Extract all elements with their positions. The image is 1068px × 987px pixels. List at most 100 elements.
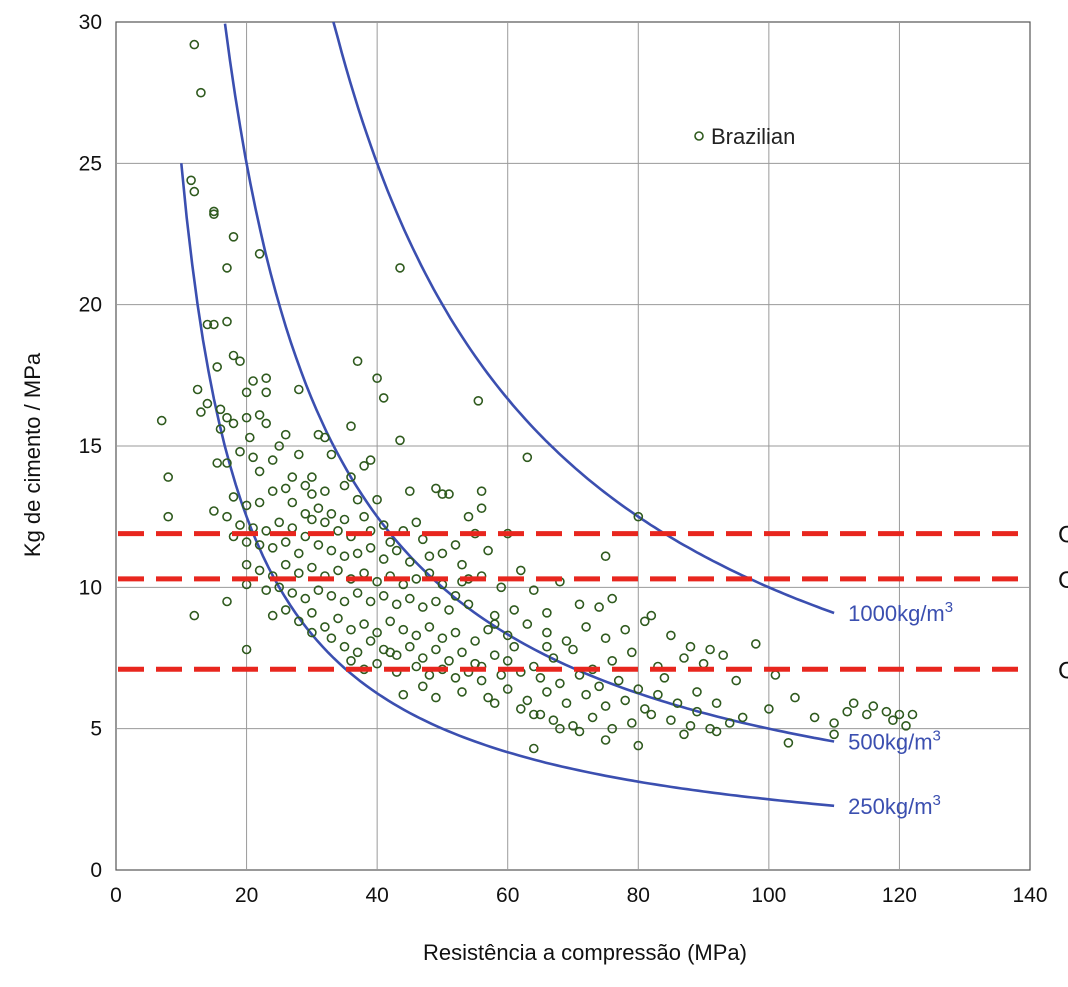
scatter-point bbox=[561, 636, 572, 646]
scatter-point bbox=[431, 483, 441, 494]
scatter-point bbox=[463, 599, 474, 610]
scatter-point bbox=[307, 514, 317, 525]
scatter-point bbox=[352, 494, 363, 505]
scatter-point bbox=[581, 689, 591, 700]
scatter-point bbox=[842, 706, 853, 717]
scatter-point bbox=[613, 675, 624, 686]
scatter-point bbox=[385, 616, 396, 627]
scatter-point bbox=[215, 404, 226, 415]
scatter-point bbox=[398, 689, 409, 700]
scatter-point bbox=[542, 687, 552, 697]
scatter-point bbox=[378, 590, 389, 601]
scatter-point bbox=[528, 743, 539, 754]
scatter-point bbox=[783, 737, 794, 748]
scatter-point bbox=[581, 622, 591, 632]
scatter-point bbox=[280, 483, 291, 494]
scatter-point bbox=[359, 619, 369, 629]
scatter-point bbox=[463, 511, 474, 522]
scatter-point bbox=[313, 585, 324, 596]
scatter-point bbox=[750, 639, 761, 649]
scatter-point bbox=[444, 655, 454, 666]
scatter-point bbox=[600, 633, 611, 644]
scatter-point bbox=[313, 540, 324, 550]
scatter-point bbox=[300, 480, 311, 491]
scatter-point bbox=[326, 449, 337, 460]
scatter-point bbox=[300, 508, 311, 519]
scatter-point bbox=[685, 641, 696, 652]
scatter-point bbox=[385, 537, 396, 547]
curve-label-superscript: 3 bbox=[945, 599, 953, 616]
scatter-point bbox=[346, 472, 356, 482]
scatter-point bbox=[411, 630, 422, 641]
scatter-point bbox=[241, 559, 252, 570]
scatter-point bbox=[600, 701, 611, 711]
scatter-point bbox=[437, 633, 448, 644]
scatter-point bbox=[476, 503, 487, 514]
scatter-point bbox=[163, 511, 173, 522]
scatter-point bbox=[261, 585, 272, 596]
scatter-point bbox=[535, 709, 546, 720]
scatter-point bbox=[417, 602, 428, 612]
x-tick-label: 100 bbox=[751, 884, 786, 907]
y-tick-label: 0 bbox=[90, 859, 102, 882]
scatter-point bbox=[522, 452, 533, 463]
scatter-point bbox=[907, 709, 918, 720]
x-tick-label: 40 bbox=[365, 884, 388, 907]
scatter-point bbox=[574, 599, 585, 610]
scatter-point bbox=[222, 458, 232, 468]
scatter-point bbox=[267, 455, 278, 465]
scatter-point bbox=[626, 718, 637, 728]
scatter-point bbox=[274, 441, 285, 451]
scatter-point bbox=[764, 704, 774, 714]
scatter-point bbox=[666, 715, 676, 726]
scatter-point bbox=[280, 537, 291, 547]
x-tick-label: 60 bbox=[496, 884, 519, 907]
scatter-point bbox=[333, 613, 343, 624]
scatter-point bbox=[320, 517, 330, 528]
scatter-point bbox=[607, 655, 618, 666]
scatter-point bbox=[888, 715, 898, 726]
scatter-point bbox=[267, 610, 278, 621]
scatter-point bbox=[515, 704, 526, 714]
scatter-point bbox=[222, 263, 232, 273]
legend: Brazilian bbox=[694, 124, 795, 149]
scatter-point bbox=[411, 661, 422, 672]
curves: 1000kg/m3 500kg/m3 250kg/m3 bbox=[180, 21, 953, 819]
scatter-point bbox=[705, 644, 715, 655]
scatter-point bbox=[809, 712, 820, 723]
scatter-point bbox=[437, 489, 448, 499]
scatter-point bbox=[620, 624, 631, 635]
scatter-point bbox=[267, 542, 278, 553]
scatter-point bbox=[254, 249, 265, 259]
scatter-point bbox=[326, 633, 337, 644]
scatter-point bbox=[339, 480, 350, 491]
scatter-point bbox=[307, 489, 317, 499]
curve-label-250: 250kg/m3 bbox=[848, 792, 941, 819]
scatter-point bbox=[307, 607, 317, 618]
scatter-point bbox=[829, 718, 839, 728]
scatter-point bbox=[395, 435, 405, 446]
scatter-point bbox=[333, 565, 343, 576]
scatter-point bbox=[280, 429, 291, 440]
scatter-point bbox=[228, 232, 239, 242]
scatter-point bbox=[568, 720, 578, 731]
scatter-point bbox=[737, 712, 748, 723]
scatter-point bbox=[489, 619, 500, 629]
scatter-point bbox=[404, 593, 415, 604]
grid bbox=[115, 21, 1031, 871]
x-tick-label: 0 bbox=[110, 884, 122, 907]
scatter-point bbox=[372, 373, 382, 384]
reference-line-label: C bbox=[1058, 567, 1068, 594]
scatter-point bbox=[522, 619, 533, 629]
scatter-point bbox=[894, 709, 905, 720]
scatter-point bbox=[372, 627, 382, 638]
curve-label-1000: 1000kg/m3 bbox=[848, 599, 953, 626]
y-tick-label: 25 bbox=[79, 152, 102, 175]
scatter-point bbox=[790, 692, 800, 703]
scatter-point bbox=[222, 412, 232, 423]
scatter-point bbox=[196, 87, 206, 98]
scatter-point bbox=[476, 486, 487, 497]
scatter-point bbox=[300, 593, 311, 604]
reference-line-label: C bbox=[1058, 657, 1068, 684]
scatter-point bbox=[718, 650, 729, 661]
